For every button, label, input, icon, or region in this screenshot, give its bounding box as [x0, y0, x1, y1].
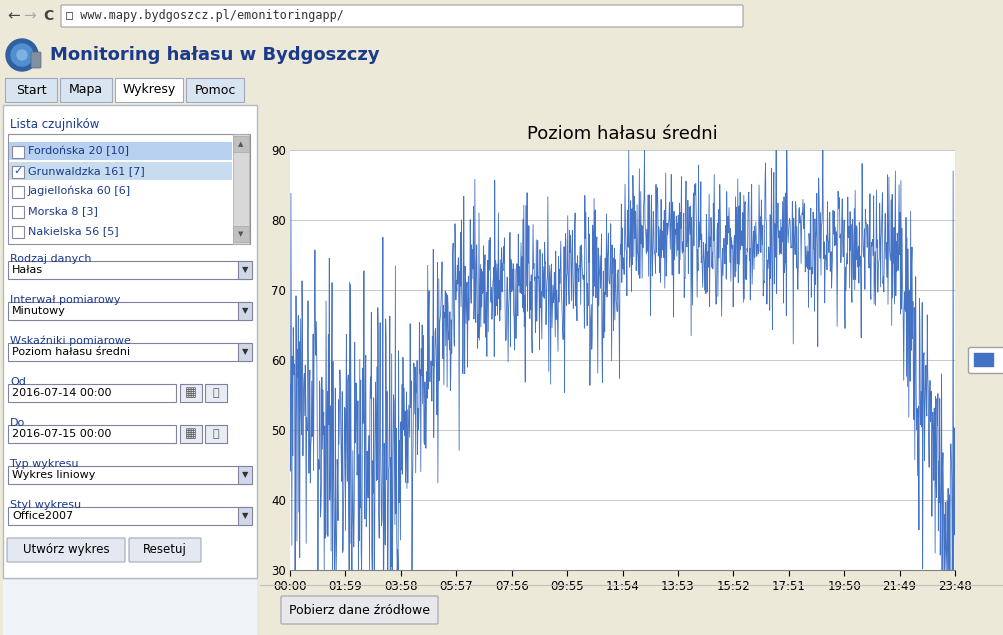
- Text: Minutowy: Minutowy: [12, 306, 66, 316]
- Bar: [12, 226, 24, 238]
- Text: ⏰: ⏰: [213, 429, 219, 439]
- Bar: [9, 222, 232, 240]
- Text: ▼: ▼: [242, 471, 248, 479]
- Bar: [12, 166, 24, 178]
- Bar: [180, 425, 202, 443]
- Text: Resetuj: Resetuj: [142, 544, 187, 556]
- Text: Poziom hałasu średni: Poziom hałasu średni: [12, 347, 130, 357]
- Text: Morska 8 [3]: Morska 8 [3]: [28, 206, 97, 216]
- Text: Wskaźniki pomiarowe: Wskaźniki pomiarowe: [10, 336, 130, 347]
- Bar: [180, 384, 202, 402]
- Bar: [12, 146, 24, 158]
- Text: Wykres liniowy: Wykres liniowy: [12, 470, 95, 480]
- Text: Start: Start: [16, 83, 46, 97]
- Legend: 7: 7: [967, 347, 1003, 373]
- Text: Mapa: Mapa: [69, 83, 103, 97]
- FancyBboxPatch shape: [281, 596, 437, 624]
- Text: ⏰: ⏰: [213, 388, 219, 398]
- Text: Pobierz dane źródłowe: Pobierz dane źródłowe: [289, 603, 430, 617]
- Text: ✓: ✓: [13, 166, 23, 176]
- Text: ▦: ▦: [185, 427, 197, 441]
- Bar: [205, 425, 227, 443]
- Text: 2016-07-14 00:00: 2016-07-14 00:00: [12, 388, 111, 398]
- Text: C: C: [43, 9, 53, 23]
- Bar: [238, 466, 252, 484]
- Text: Fordońska 20 [10]: Fordońska 20 [10]: [28, 146, 128, 156]
- Text: Monitoring hałasu w Bydgoszczy: Monitoring hałasu w Bydgoszczy: [50, 46, 379, 64]
- Bar: [8, 134, 250, 244]
- Text: Grunwaldzka 161 [7]: Grunwaldzka 161 [7]: [28, 166, 144, 176]
- Bar: [233, 136, 249, 152]
- Bar: [238, 343, 252, 361]
- Text: □ www.mapy.bydgoszcz.pl/emonitoringapp/: □ www.mapy.bydgoszcz.pl/emonitoringapp/: [66, 10, 344, 22]
- Text: ▼: ▼: [242, 265, 248, 274]
- Bar: [12, 186, 24, 198]
- Circle shape: [11, 44, 33, 66]
- Bar: [238, 507, 252, 525]
- Text: Pomoc: Pomoc: [195, 83, 236, 97]
- Bar: [8, 302, 250, 320]
- Text: ▲: ▲: [238, 141, 244, 147]
- Text: Office2007: Office2007: [12, 511, 73, 521]
- Text: Interwał pomiarowy: Interwał pomiarowy: [10, 295, 120, 305]
- FancyBboxPatch shape: [5, 78, 57, 102]
- Text: →: →: [24, 8, 36, 23]
- Bar: [8, 466, 250, 484]
- Bar: [238, 261, 252, 279]
- Bar: [8, 384, 176, 402]
- Bar: [8, 343, 250, 361]
- Text: Typ wykresu: Typ wykresu: [10, 459, 78, 469]
- Bar: [8, 425, 176, 443]
- Text: ▼: ▼: [242, 347, 248, 356]
- FancyBboxPatch shape: [60, 78, 112, 102]
- Text: 2016-07-15 00:00: 2016-07-15 00:00: [12, 429, 111, 439]
- FancyBboxPatch shape: [186, 78, 244, 102]
- Text: ←: ←: [8, 8, 20, 23]
- Text: ▦: ▦: [185, 387, 197, 399]
- Bar: [233, 134, 249, 244]
- Text: Do: Do: [10, 418, 25, 428]
- Bar: [205, 384, 227, 402]
- Title: Poziom hałasu średni: Poziom hałasu średni: [527, 125, 717, 143]
- Text: Utwórz wykres: Utwórz wykres: [23, 544, 109, 556]
- Bar: [3, 583, 257, 633]
- Bar: [9, 202, 232, 220]
- Text: Wykresy: Wykresy: [122, 83, 176, 97]
- Text: ▼: ▼: [238, 231, 244, 237]
- Text: Od: Od: [10, 377, 26, 387]
- Circle shape: [17, 50, 27, 60]
- FancyBboxPatch shape: [128, 538, 201, 562]
- Circle shape: [6, 39, 38, 71]
- Bar: [12, 206, 24, 218]
- Bar: [238, 302, 252, 320]
- Text: ▼: ▼: [242, 307, 248, 316]
- Bar: [9, 182, 232, 200]
- Text: Rodzaj danych: Rodzaj danych: [10, 254, 91, 264]
- Bar: [8, 507, 250, 525]
- Bar: [8, 261, 250, 279]
- FancyBboxPatch shape: [115, 78, 183, 102]
- Bar: [233, 226, 249, 242]
- FancyBboxPatch shape: [31, 52, 41, 68]
- Bar: [9, 142, 232, 160]
- Text: Styl wykresu: Styl wykresu: [10, 500, 81, 510]
- Bar: [9, 162, 232, 180]
- FancyBboxPatch shape: [61, 5, 742, 27]
- Text: Hałas: Hałas: [12, 265, 43, 275]
- Text: Lista czujników: Lista czujników: [10, 118, 99, 131]
- Text: Jagiellońska 60 [6]: Jagiellońska 60 [6]: [28, 186, 131, 196]
- FancyBboxPatch shape: [7, 538, 125, 562]
- Text: ▼: ▼: [242, 512, 248, 521]
- Bar: [3, 580, 257, 635]
- Text: Nakielska 56 [5]: Nakielska 56 [5]: [28, 226, 118, 236]
